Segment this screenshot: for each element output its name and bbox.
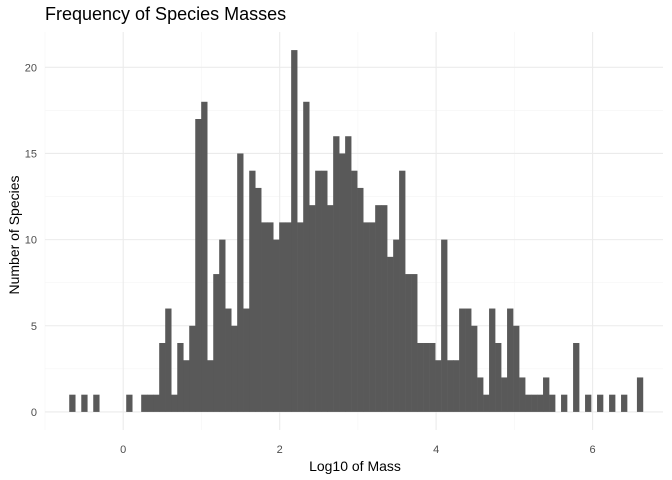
x-tick-label: 2: [277, 444, 283, 456]
histogram-bar: [309, 205, 316, 412]
histogram-bar: [423, 342, 430, 412]
histogram-bar: [471, 325, 478, 412]
histogram-bar: [525, 394, 532, 412]
histogram-bar: [285, 222, 292, 412]
histogram-bar: [327, 205, 334, 412]
histogram-bar: [153, 394, 160, 412]
histogram-bar: [537, 394, 544, 412]
y-tick-label: 20: [25, 62, 37, 74]
histogram-bar: [411, 274, 418, 412]
histogram-bar: [399, 170, 406, 412]
histogram-bar: [201, 101, 208, 412]
chart-title: Frequency of Species Masses: [45, 4, 287, 24]
histogram-bar: [429, 342, 436, 412]
histogram-bar: [315, 170, 322, 412]
histogram-bar: [93, 394, 100, 412]
histogram-bar: [81, 394, 88, 412]
histogram-bar: [507, 308, 514, 412]
histogram-bar: [483, 394, 490, 412]
histogram-bar: [519, 377, 526, 412]
histogram-bar: [441, 239, 448, 412]
histogram-bar: [477, 377, 484, 412]
histogram-bar: [69, 394, 76, 412]
histogram-bar: [249, 170, 256, 412]
histogram-bar: [345, 136, 352, 412]
histogram-bar: [597, 394, 604, 412]
histogram-bar: [417, 342, 424, 412]
histogram-bar: [636, 377, 644, 412]
histogram-bar: [231, 325, 238, 412]
histogram-bar: [333, 136, 340, 412]
histogram-bar: [291, 50, 298, 412]
histogram-bar: [573, 342, 580, 412]
histogram-bar: [213, 274, 220, 412]
histogram-bar: [453, 360, 460, 412]
histogram-bar: [321, 170, 328, 412]
histogram-bar: [147, 394, 154, 412]
histogram-bar: [189, 325, 196, 412]
histogram-bar: [387, 256, 394, 412]
histogram-bar: [219, 239, 226, 412]
histogram-bar: [543, 377, 550, 412]
x-tick-label: 4: [433, 444, 439, 456]
histogram-bar: [237, 153, 244, 412]
histogram-bar: [171, 394, 178, 412]
histogram-bar: [141, 394, 148, 412]
y-tick-label: 5: [31, 321, 37, 333]
histogram-bar: [177, 342, 184, 412]
histogram-bar: [225, 308, 232, 412]
y-tick-label: 0: [31, 407, 37, 419]
histogram-bar: [531, 394, 538, 412]
histogram-bar: [381, 205, 388, 412]
y-tick-label: 10: [25, 235, 37, 247]
histogram-bar: [207, 360, 214, 412]
histogram-bar: [489, 308, 496, 412]
histogram-bar: [609, 394, 616, 412]
x-tick-label: 6: [590, 444, 596, 456]
x-tick-label: 0: [120, 444, 126, 456]
histogram-bar: [459, 308, 466, 412]
histogram-bar: [405, 274, 412, 412]
histogram-bar: [243, 308, 250, 412]
histogram-bar: [279, 222, 286, 412]
histogram-bar: [267, 222, 274, 412]
histogram-bar: [549, 394, 556, 412]
histogram-bar: [357, 187, 364, 412]
histogram-bar: [495, 342, 502, 412]
histogram-bar: [363, 222, 370, 412]
histogram-bar: [447, 360, 454, 412]
histogram-bar: [585, 394, 592, 412]
histogram-bars: [69, 50, 644, 412]
histogram-bar: [375, 205, 382, 412]
histogram-bar: [435, 360, 442, 412]
y-tick-label: 15: [25, 148, 37, 160]
histogram-bar: [393, 239, 400, 412]
histogram-bar: [351, 170, 358, 412]
tick-labels: 0 2 4 6 0 5 10 15 20: [25, 62, 596, 456]
histogram-bar: [303, 101, 310, 412]
histogram-bar: [126, 394, 133, 412]
histogram-bar: [339, 153, 346, 412]
histogram-bar: [159, 342, 166, 412]
histogram-bar: [195, 119, 202, 412]
x-axis-label: Log10 of Mass: [309, 458, 401, 474]
histogram-bar: [369, 222, 376, 412]
histogram-bar: [465, 308, 472, 412]
histogram-bar: [501, 377, 508, 412]
histogram-bar: [621, 394, 628, 412]
histogram-bar: [261, 222, 268, 412]
histogram-bar: [561, 394, 568, 412]
histogram-bar: [273, 239, 280, 412]
histogram-bar: [183, 360, 190, 412]
histogram-bar: [513, 325, 520, 412]
histogram-bar: [165, 308, 172, 412]
histogram-bar: [255, 187, 262, 412]
histogram-bar: [297, 222, 304, 412]
